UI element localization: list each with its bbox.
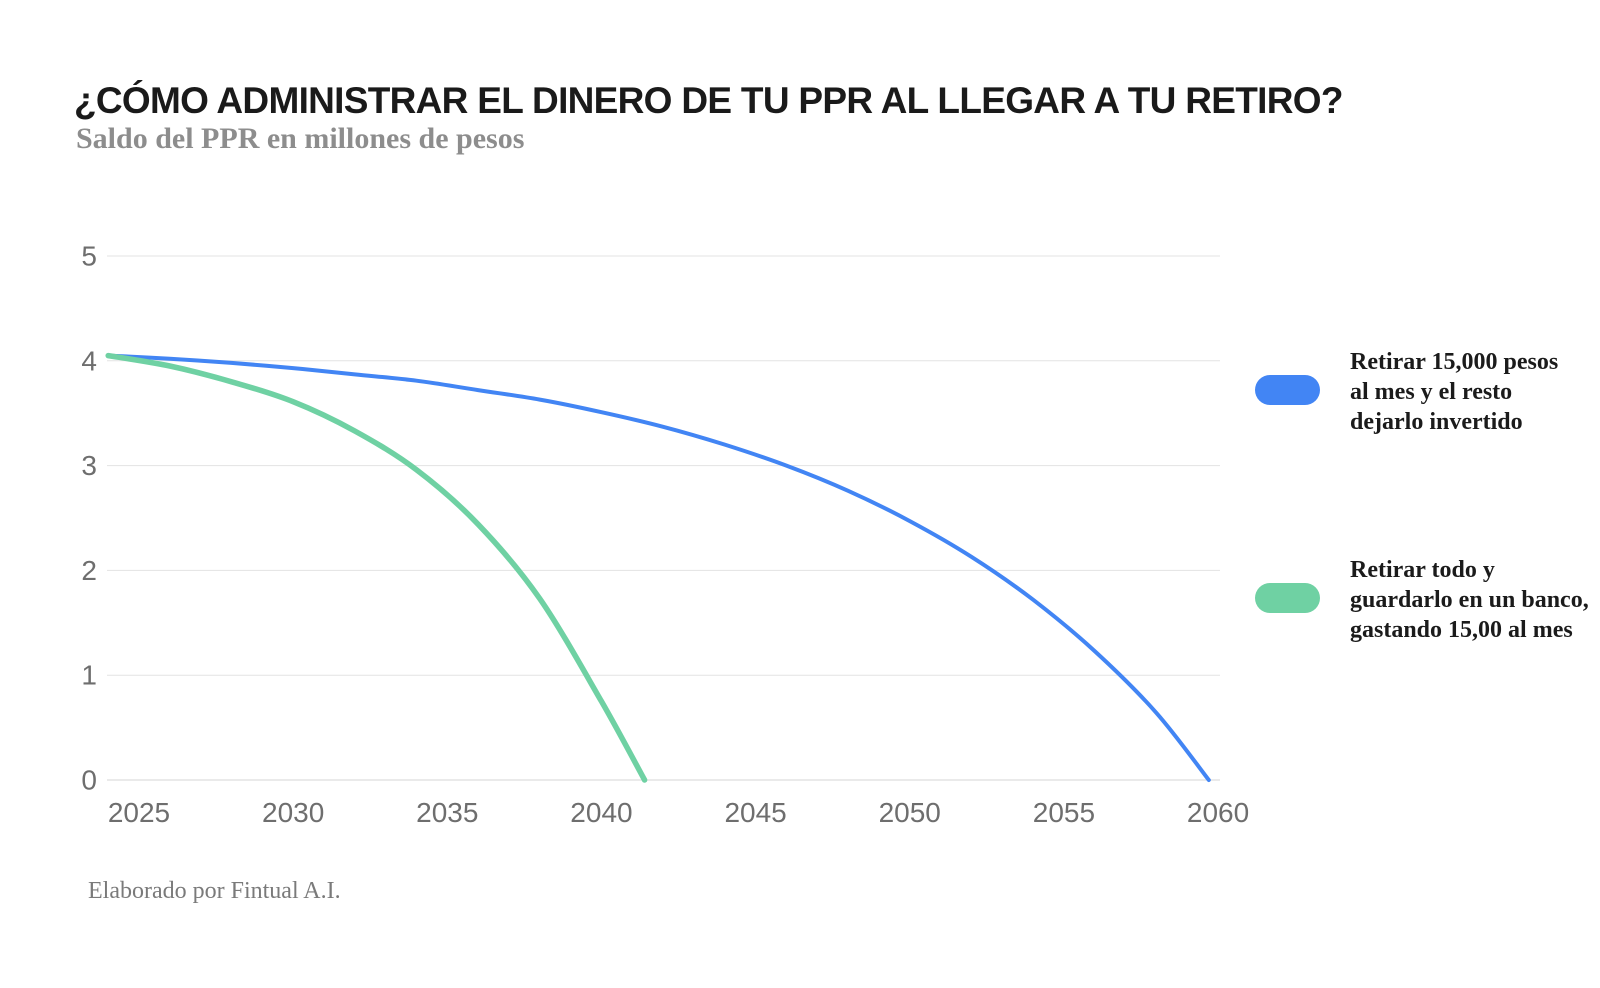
- legend-item-invested: Retirar 15,000 pesos al mes y el resto d…: [1255, 338, 1600, 448]
- legend-swatch-green: [1255, 583, 1320, 613]
- x-axis-tick-label: 2030: [262, 797, 324, 828]
- credit-text: Elaborado por Fintual A.I.: [88, 878, 341, 904]
- x-axis-tick-label: 2055: [1033, 797, 1095, 828]
- y-axis-tick-label: 3: [81, 450, 97, 481]
- legend-label-invested: Retirar 15,000 pesos al mes y el resto d…: [1350, 349, 1559, 435]
- chart-subtitle: Saldo del PPR en millones de pesos: [76, 122, 525, 155]
- y-axis-tick-label: 0: [81, 765, 97, 796]
- legend-item-bank: Retirar todo y guardarlo en un banco, ga…: [1255, 546, 1600, 656]
- y-axis-tick-label: 4: [81, 345, 97, 376]
- y-axis-tick-label: 5: [81, 241, 97, 272]
- x-axis-tick-label: 2025: [108, 797, 170, 828]
- x-axis-tick-label: 2050: [879, 797, 941, 828]
- page-title: ¿CÓMO ADMINISTRAR EL DINERO DE TU PPR AL…: [74, 79, 1343, 121]
- x-axis-tick-label: 2060: [1187, 797, 1249, 828]
- y-axis-tick-label: 1: [81, 660, 97, 691]
- x-axis-tick-label: 2035: [416, 797, 478, 828]
- series-line-invested: [106, 353, 1211, 782]
- y-axis-tick-label: 2: [81, 555, 97, 586]
- legend-label-bank: Retirar todo y guardarlo en un banco, ga…: [1350, 557, 1589, 643]
- x-axis-tick-label: 2040: [570, 797, 632, 828]
- legend-swatch-blue: [1255, 375, 1320, 405]
- series-line-bank: [105, 352, 648, 783]
- x-axis-tick-label: 2045: [724, 797, 786, 828]
